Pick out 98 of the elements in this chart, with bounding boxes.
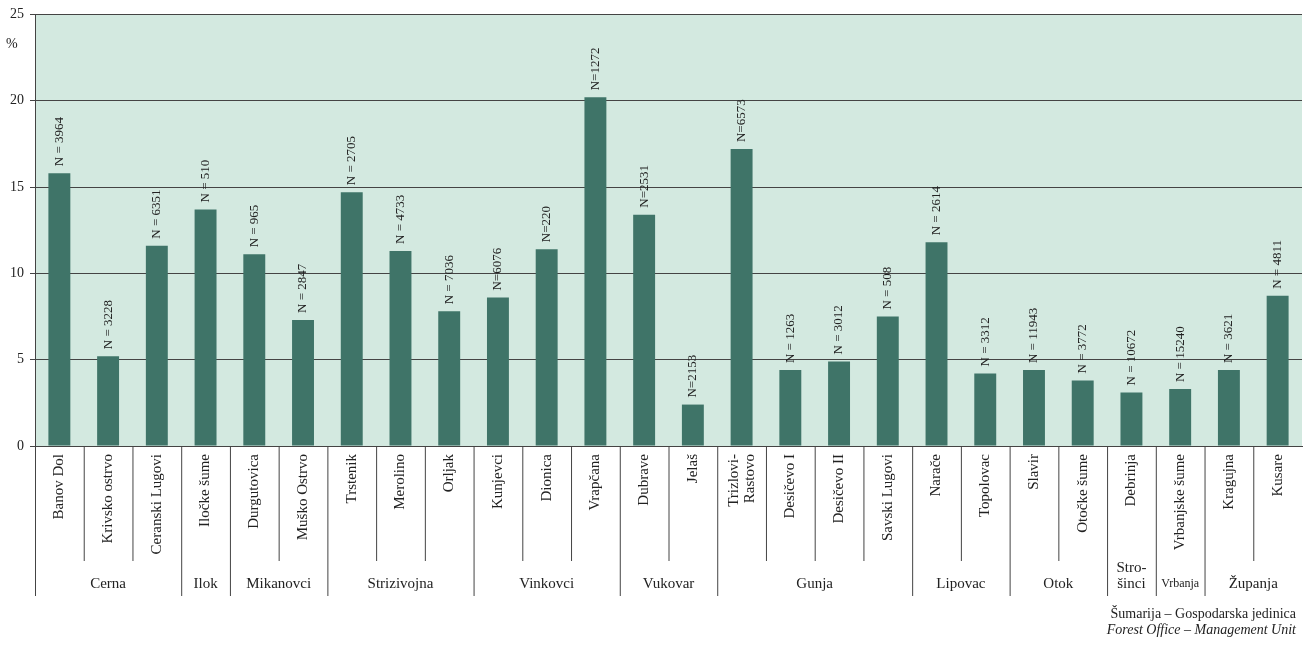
text: Lipovac: [936, 574, 986, 591]
text: Otok: [1043, 574, 1074, 591]
text: Županja: [1228, 574, 1279, 591]
y-tick-label: 15: [10, 178, 24, 194]
x-tick-label: Jelaš: [683, 453, 700, 484]
x-tick-label: Dubrave: [635, 453, 652, 506]
annotation: N = 965: [245, 204, 261, 248]
x-tick-label: Kragujna: [1219, 453, 1236, 510]
text: Vinkovci: [519, 574, 575, 591]
x-tick-label: Trstenik: [342, 453, 359, 504]
text: Vrbanja: [1161, 576, 1200, 591]
y-axis-title: %: [6, 36, 18, 52]
bar: [876, 316, 899, 446]
y-tick-label: 10: [10, 265, 24, 281]
x-tick-label: Kunjevci: [488, 454, 505, 509]
bar: [1071, 380, 1094, 446]
annotation: N = 2614: [927, 185, 943, 236]
bar: [974, 373, 997, 446]
y-tick-label: 25: [10, 6, 24, 22]
text: Cerna: [90, 574, 127, 591]
bar: [292, 319, 314, 446]
annotation: N = 510: [196, 159, 212, 203]
bar: [438, 311, 461, 446]
annotation: N = 15240: [1171, 326, 1187, 383]
annotation: N = 1263: [781, 313, 797, 364]
annotation: N = 11943: [1025, 307, 1041, 364]
x-tick-label: Topolovac: [976, 453, 993, 518]
y-tick-label: 0: [17, 437, 24, 453]
x-tick-label: Otočke šume: [1073, 453, 1090, 533]
annotation: N=1272: [586, 47, 602, 91]
annotation: N = 3964: [50, 116, 66, 167]
annotation: N = 6351: [148, 189, 164, 239]
text: Mikanovci: [246, 574, 312, 591]
x-tick-label: Merolino: [391, 454, 408, 510]
annotation: N = 3621: [1220, 313, 1236, 364]
annotation: N = 4733: [391, 194, 407, 244]
annotation: N=2153: [684, 354, 700, 398]
x-tick-label: Durgutovica: [245, 453, 262, 529]
annotation: N=2531: [635, 164, 651, 208]
x-axis-title: Šumarija – Gospodarska jedinica Forest Office – Management Unit: [1105, 604, 1298, 637]
annotation: N = 3772: [1074, 324, 1090, 374]
x-tick-label: Banov Dol: [50, 454, 67, 520]
text: Strizivojna: [367, 574, 434, 591]
bar: [681, 404, 704, 446]
bar: [389, 250, 412, 446]
bar: [1023, 370, 1045, 446]
bar: [194, 209, 217, 446]
bar: [535, 249, 558, 446]
bar: [1266, 295, 1289, 446]
x-tick-label: Muško Ostrvo: [293, 454, 310, 541]
x-tick-label: Trizlovi- Rastovo: [724, 454, 757, 507]
x-tick-label: Dionica: [537, 453, 554, 502]
annotation: N = 4811: [1269, 240, 1285, 289]
x-tick-label: Iločke šume: [196, 453, 213, 527]
x-tick-label: Desičevo II: [830, 454, 846, 524]
text: Ilok: [193, 574, 219, 591]
bar: [1169, 389, 1192, 446]
annotation: N = 3012: [830, 305, 846, 355]
bar: [730, 149, 753, 446]
bar: [925, 242, 948, 446]
x-tick-label: Narače: [927, 453, 944, 497]
text: Gunja: [796, 574, 834, 591]
x-tick-label: Ceranski Lugovi: [147, 454, 164, 555]
x-tick-label: Savski Lugovi: [878, 454, 895, 542]
x-tick-label: Desičevo I: [781, 454, 798, 519]
bar: [97, 356, 120, 446]
annotation: N=220: [538, 205, 554, 243]
x-tick-label: Vrbanjske šume: [1171, 453, 1188, 551]
x-tick-label: Vrapčana: [586, 453, 603, 511]
x-tick-label: Orljak: [440, 453, 457, 493]
annotation: N = 3228: [99, 299, 115, 350]
text: Stro- šinci: [1116, 558, 1147, 591]
bar: [584, 97, 607, 446]
bar: [340, 192, 363, 446]
annotation: N = 508: [879, 266, 895, 310]
text: Vukovar: [642, 574, 695, 591]
bar: [633, 214, 656, 446]
x-tick-label: Slavir: [1024, 454, 1041, 490]
bar: [145, 245, 168, 446]
annotation: N = 7036: [440, 254, 456, 305]
x-tick-label: Kusare: [1268, 453, 1285, 497]
bar: [1217, 370, 1240, 446]
bar: [828, 361, 851, 446]
bar: [48, 173, 71, 446]
annotation: N=6573: [733, 99, 749, 143]
x-tick-label: Debrinja: [1122, 453, 1139, 507]
annotation: N=6076: [489, 247, 505, 291]
bar: [1120, 392, 1143, 446]
bar: [486, 297, 509, 446]
annotation: N = 10672: [1122, 329, 1138, 386]
bar: [243, 254, 266, 446]
annotation: N = 2847: [294, 263, 310, 313]
annotation: N = 2705: [343, 135, 359, 186]
annotation: N = 3312: [976, 317, 992, 367]
y-tick-label: 20: [10, 92, 24, 108]
bar: [779, 370, 802, 446]
y-tick-label: 5: [17, 351, 24, 367]
x-tick-label: Krivsko ostrvo: [99, 454, 116, 544]
